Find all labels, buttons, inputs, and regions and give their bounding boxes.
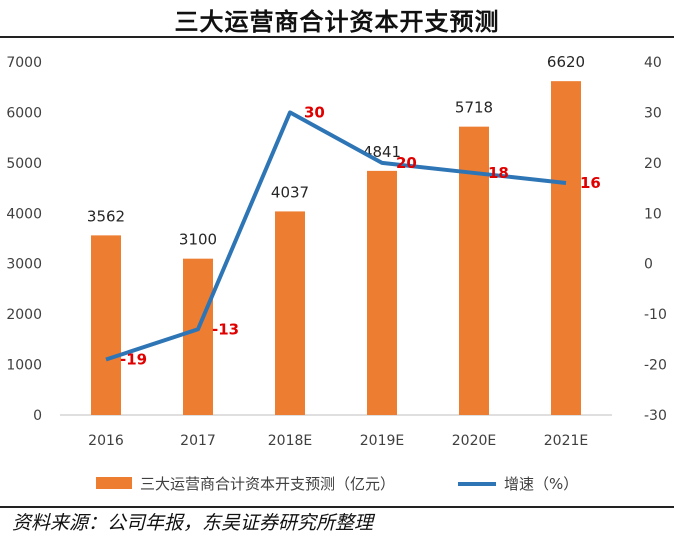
left-axis-tick-label: 6000 <box>6 105 42 121</box>
bar <box>367 170 397 415</box>
legend-bar-label: 三大运营商合计资本开支预测（亿元） <box>140 475 395 493</box>
left-axis-tick-label: 1000 <box>6 358 42 374</box>
right-axis-tick-label: -10 <box>644 307 667 323</box>
bar-series <box>91 81 581 416</box>
title-divider <box>0 36 674 38</box>
chart-title: 三大运营商合计资本开支预测 <box>174 7 500 36</box>
left-axis-tick-label: 3000 <box>6 257 42 273</box>
left-axis-tick-label: 2000 <box>6 307 42 323</box>
legend: 三大运营商合计资本开支预测（亿元） 增速（%） <box>96 475 578 493</box>
x-axis-tick-label: 2020E <box>452 433 496 449</box>
line-value-label: -19 <box>120 351 147 369</box>
line-series <box>105 110 567 362</box>
right-axis-tick-label: -30 <box>644 408 667 424</box>
bar <box>551 81 581 416</box>
line-value-label: 18 <box>488 164 509 182</box>
source-note: 资料来源：公司年报，东吴证券研究所整理 <box>12 512 374 534</box>
right-axis-tick-label: 20 <box>644 156 662 172</box>
x-axis-tick-label: 2016 <box>88 433 124 449</box>
legend-bar-swatch <box>96 477 132 489</box>
bar-value-label: 6620 <box>547 53 585 71</box>
line-value-label: 30 <box>304 103 325 121</box>
left-axis-tick-label: 7000 <box>6 55 42 71</box>
line-value-label: 20 <box>396 154 417 172</box>
bar-value-label: 3100 <box>179 231 217 249</box>
x-axis-tick-label: 2017 <box>180 433 216 449</box>
right-y-axis: -30 -20 -10 0 10 20 30 40 <box>644 55 667 424</box>
x-axis-tick-label: 2018E <box>268 433 312 449</box>
legend-line-label: 增速（%） <box>504 475 578 493</box>
right-axis-tick-label: -20 <box>644 358 667 374</box>
bar-value-label: 4037 <box>271 183 309 201</box>
left-axis-tick-label: 0 <box>33 408 42 424</box>
left-axis-tick-label: 4000 <box>6 206 42 222</box>
source-divider <box>0 506 674 508</box>
bar-value-label: 5718 <box>455 99 493 117</box>
x-axis-tick-label: 2019E <box>360 433 404 449</box>
bar <box>183 258 213 415</box>
bar <box>91 235 121 415</box>
bar <box>275 211 305 415</box>
right-axis-tick-label: 30 <box>644 105 662 121</box>
line-value-label: 16 <box>580 174 601 192</box>
growth-line <box>105 110 567 362</box>
left-y-axis: 0 1000 2000 3000 4000 5000 6000 7000 <box>6 55 42 424</box>
bar-value-label: 3562 <box>87 207 125 225</box>
right-axis-tick-label: 10 <box>644 206 662 222</box>
left-axis-tick-label: 5000 <box>6 156 42 172</box>
x-axis-tick-label: 2021E <box>544 433 588 449</box>
right-axis-tick-label: 0 <box>644 257 653 273</box>
line-value-label: -13 <box>212 320 239 338</box>
combo-chart: 0 1000 2000 3000 4000 5000 6000 7000 -30 -20 -10 0… <box>6 53 667 493</box>
right-axis-tick-label: 40 <box>644 55 662 71</box>
line-value-labels: -19 -13 30 20 18 16 <box>120 103 601 368</box>
x-axis: 2016 2017 2018E 2019E 2020E 2021E <box>60 414 612 449</box>
